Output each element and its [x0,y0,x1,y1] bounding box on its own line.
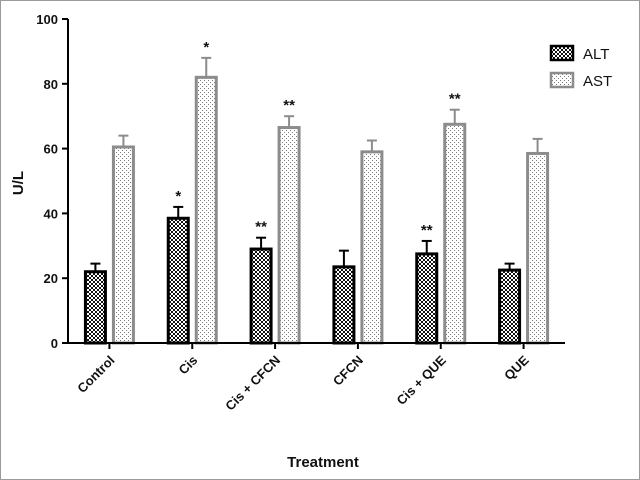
legend-swatch-alt [549,44,575,62]
y-tick-label: 80 [44,77,58,92]
bar-alt-0 [83,270,107,345]
x-tick-label: QUE [501,352,532,383]
significance-marker-alt-4: ** [421,222,433,239]
error-bars-layer [90,56,543,272]
y-tick-label: 40 [44,206,58,221]
y-tick-label: 20 [44,271,58,286]
significance-marker-ast-1: * [203,39,209,56]
x-axis-title: Treatment [287,454,359,471]
bar-ast-2 [277,126,301,345]
significance-marker-ast-2: ** [283,97,295,114]
error-bar-ast-3 [366,139,377,152]
x-tick-label: CFCN [330,353,366,389]
error-bar-alt-0 [90,262,101,272]
bar-ast-1 [194,75,218,345]
error-bar-alt-1 [173,205,184,219]
annotations-layer: ********** [175,39,460,239]
y-tick-label: 0 [51,336,58,351]
error-bar-alt-5 [504,262,515,271]
significance-marker-alt-2: ** [255,219,267,236]
significance-marker-ast-4: ** [449,91,461,108]
significance-marker-alt-1: * [175,188,181,205]
y-tick-label: 60 [44,142,58,157]
y-axis-title: U/L [10,171,27,195]
x-tick-label: Cis + CFCN [222,353,283,414]
legend-label-alt: ALT [583,46,609,63]
x-tick-label: Cis [175,353,200,378]
error-bar-alt-4 [421,239,432,254]
error-bar-ast-2 [284,115,295,128]
error-bar-alt-2 [256,236,267,250]
y-tick-label: 100 [36,12,58,27]
bar-alt-3 [332,265,356,345]
bar-ast-0 [111,145,135,345]
legend-swatch-ast [549,71,575,89]
bar-alt-2 [249,247,273,345]
bars-layer [83,75,550,345]
bar-ast-4 [443,122,467,345]
bar-alt-1 [166,216,190,345]
error-bar-ast-1 [201,56,212,78]
x-tick-label: Cis + QUE [394,352,450,408]
bar-ast-5 [526,151,550,345]
bar-alt-4 [415,252,439,345]
bar-alt-5 [498,268,522,345]
legend: ALT AST [549,44,612,90]
error-bar-ast-5 [532,137,543,154]
legend-label-ast: AST [583,73,612,90]
x-tick-label: Control [74,353,117,396]
error-bar-alt-3 [338,249,349,267]
error-bar-ast-4 [449,108,460,125]
error-bar-ast-0 [118,134,129,147]
bar-ast-3 [360,150,384,345]
